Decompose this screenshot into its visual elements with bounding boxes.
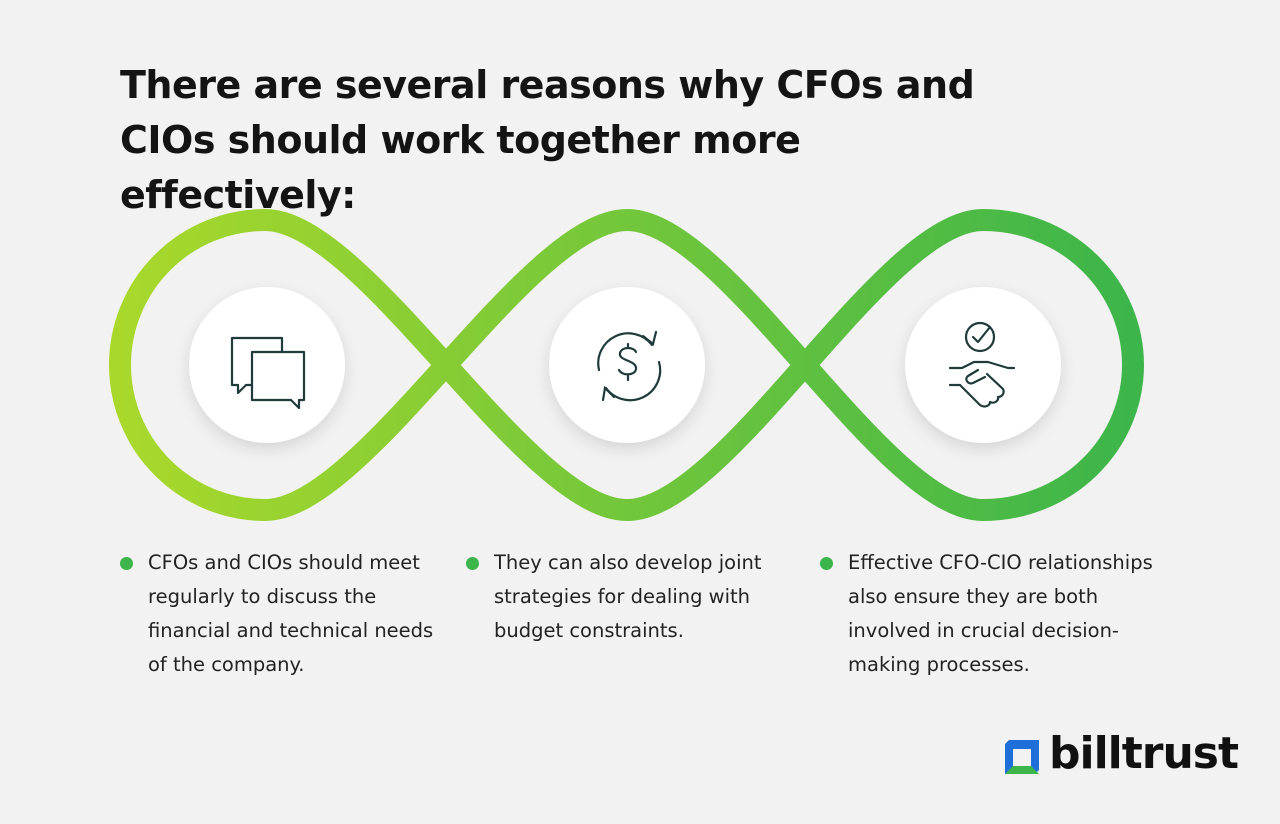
icon-circle <box>549 287 705 443</box>
bullet-point: Effective CFO-CIO relationships also ens… <box>820 546 1178 682</box>
loop-line <box>109 208 1144 522</box>
bullet-point: They can also develop joint strategies f… <box>466 546 794 648</box>
chat-icon <box>230 336 306 410</box>
title: There are several reasons why CFOs and C… <box>120 63 975 217</box>
bullet-text: CFOs and CIOs should meet regularly to d… <box>148 551 434 676</box>
handshake-icon <box>948 321 1016 408</box>
logo-mark <box>1005 740 1039 774</box>
bullet-dot <box>466 557 479 570</box>
bullet-text: Effective CFO-CIO relationships also ens… <box>848 551 1153 676</box>
dollar-icon <box>597 330 662 402</box>
logo: billtrust <box>1003 728 1239 779</box>
bullet-text: They can also develop joint strategies f… <box>494 551 762 642</box>
logo-text: billtrust <box>1049 728 1239 779</box>
bullet-dot <box>820 557 833 570</box>
bullet-dot <box>120 557 133 570</box>
icon-circle <box>905 287 1061 443</box>
bullet-point: CFOs and CIOs should meet regularly to d… <box>120 546 448 682</box>
